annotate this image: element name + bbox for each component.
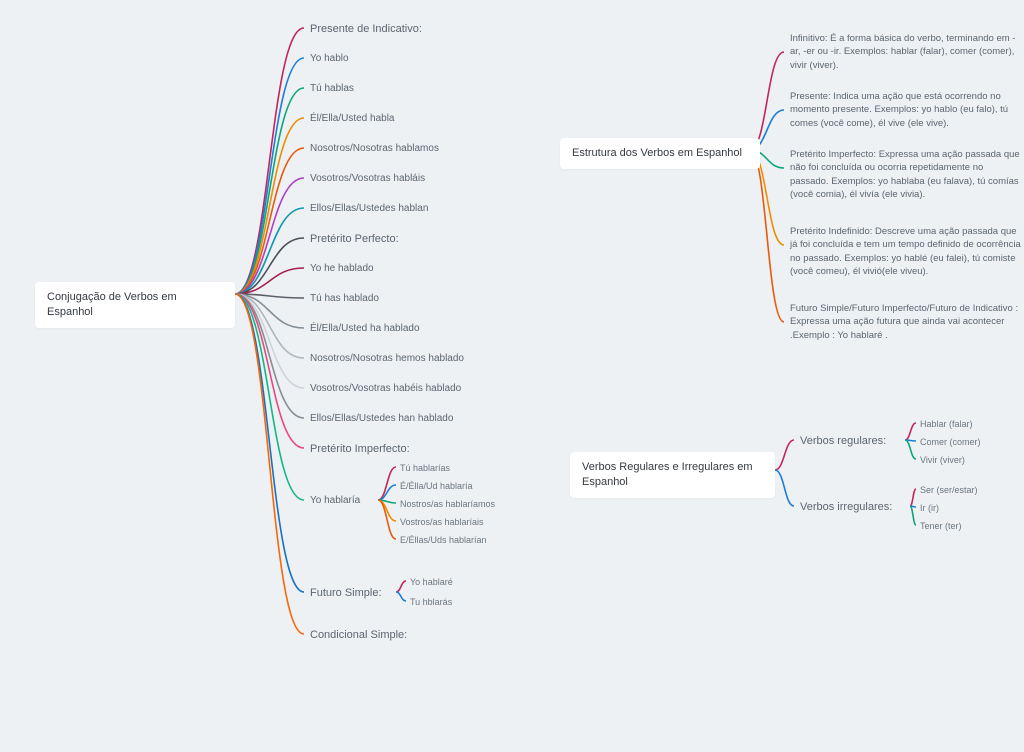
conjugacao-branch-15-child-3: Vostros/as hablaríais xyxy=(400,516,484,528)
conjugacao-branch-15-child-2: Nostros/as hablaríamos xyxy=(400,498,495,510)
regulares-branch-1-child-0: Ser (ser/estar) xyxy=(920,484,978,496)
conjugacao-branch-14: Pretérito Imperfecto: xyxy=(310,442,410,457)
conjugacao-branch-4: Nosotros/Nosotras hablamos xyxy=(310,142,439,156)
regulares-branch-0-child-1: Comer (comer) xyxy=(920,436,981,448)
regulares-branch-0: Verbos regulares: xyxy=(800,434,886,449)
estrutura-branch-4: Futuro Simple/Futuro Imperfecto/Futuro d… xyxy=(790,302,1024,342)
conjugacao-branch-6: Ellos/Ellas/Ustedes hablan xyxy=(310,202,428,216)
conjugacao-branch-15-child-4: E/Éllas/Uds hablarían xyxy=(400,534,487,546)
estrutura-root: Estrutura dos Verbos em Espanhol xyxy=(560,138,760,169)
regulares-branch-0-child-2: Vivir (viver) xyxy=(920,454,965,466)
estrutura-branch-2: Pretérito Imperfecto: Expressa uma ação … xyxy=(790,148,1024,201)
regulares-branch-1-child-1: Ir (ir) xyxy=(920,502,939,514)
conjugacao-branch-15-child-0: Tú hablarías xyxy=(400,462,450,474)
estrutura-branch-3: Pretérito Indefinido: Descreve uma ação … xyxy=(790,225,1024,278)
conjugacao-branch-3: Él/Ella/Usted habla xyxy=(310,112,395,126)
regulares-branch-0-child-0: Hablar (falar) xyxy=(920,418,973,430)
conjugacao-branch-9: Tú has hablado xyxy=(310,292,379,306)
conjugacao-branch-2: Tú hablas xyxy=(310,82,354,96)
regulares-root: Verbos Regulares e Irregulares em Espanh… xyxy=(570,452,775,498)
conjugacao-branch-8: Yo he hablado xyxy=(310,262,374,276)
conjugacao-branch-15: Yo hablaría xyxy=(310,494,360,508)
conjugacao-root: Conjugação de Verbos em Espanhol xyxy=(35,282,235,328)
conjugacao-branch-15-child-1: É/Élla/Ud hablaría xyxy=(400,480,473,492)
conjugacao-branch-10: Él/Ella/Usted ha hablado xyxy=(310,322,420,336)
regulares-branch-1-child-2: Tener (ter) xyxy=(920,520,962,532)
conjugacao-branch-7: Pretérito Perfecto: xyxy=(310,232,399,247)
conjugacao-branch-16-child-1: Tu hblarás xyxy=(410,596,452,608)
conjugacao-branch-5: Vosotros/Vosotras habláis xyxy=(310,172,425,186)
conjugacao-branch-17: Condicional Simple: xyxy=(310,628,407,643)
conjugacao-branch-0: Presente de Indicativo: xyxy=(310,22,422,37)
conjugacao-branch-12: Vosotros/Vosotras habéis hablado xyxy=(310,382,461,396)
estrutura-branch-1: Presente: Indica uma ação que está ocorr… xyxy=(790,90,1024,130)
conjugacao-branch-1: Yo hablo xyxy=(310,52,349,66)
conjugacao-branch-16-child-0: Yo hablaré xyxy=(410,576,453,588)
regulares-branch-1: Verbos irregulares: xyxy=(800,500,892,515)
conjugacao-branch-11: Nosotros/Nosotras hemos hablado xyxy=(310,352,464,366)
estrutura-branch-0: Infinitivo: É a forma básica do verbo, t… xyxy=(790,32,1024,72)
conjugacao-branch-13: Ellos/Ellas/Ustedes han hablado xyxy=(310,412,453,426)
conjugacao-branch-16: Futuro Simple: xyxy=(310,586,382,601)
